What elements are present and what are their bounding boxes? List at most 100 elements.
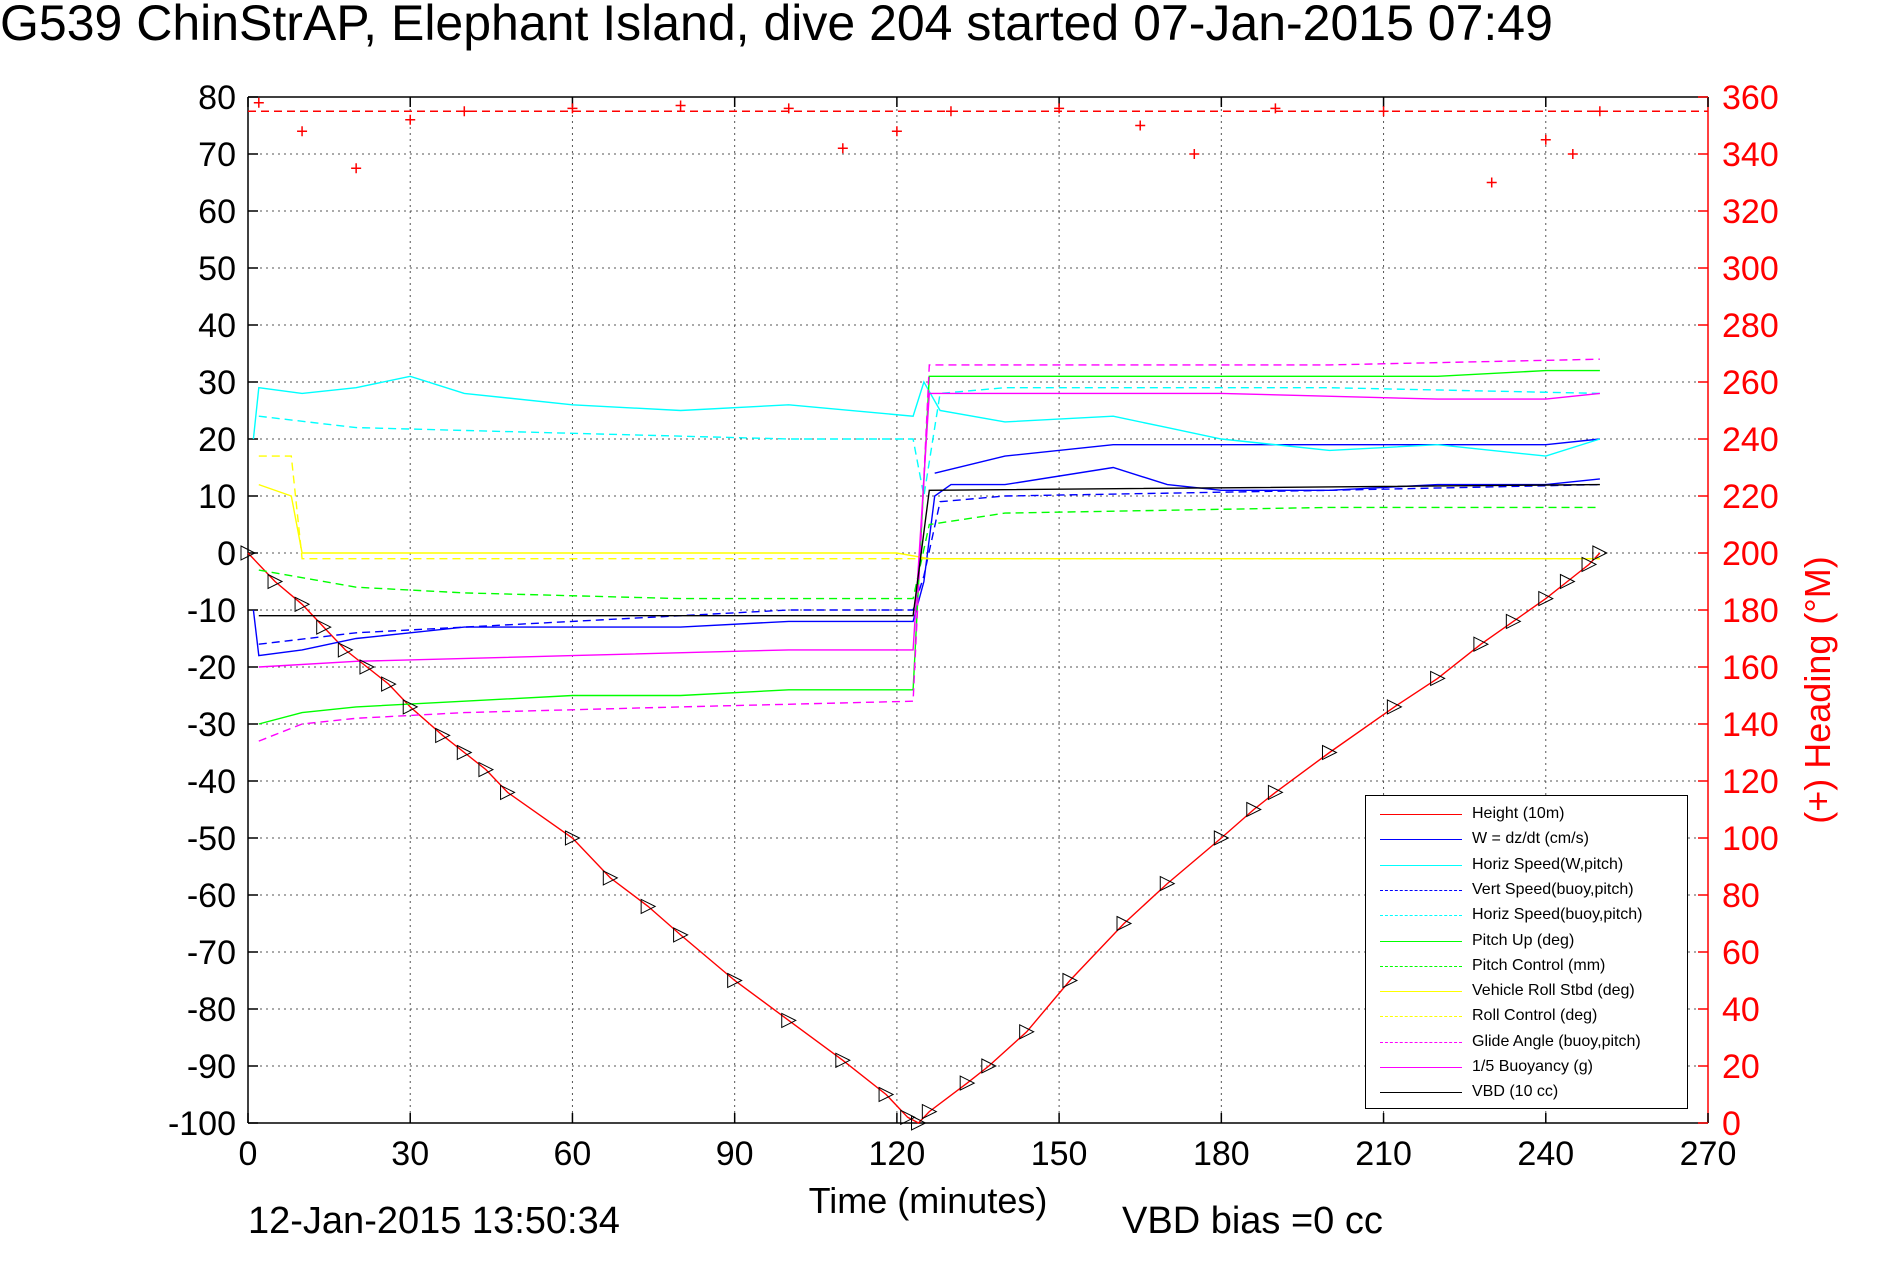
legend-swatch <box>1380 814 1462 815</box>
y2-tick-label: 40 <box>1722 991 1760 1029</box>
depth-marker <box>1267 784 1284 801</box>
depth-marker <box>1592 545 1608 561</box>
y2-tick-label: 80 <box>1722 877 1760 915</box>
series-line-vehicle-roll-stbd-deg <box>258 483 1600 560</box>
series-line-pitch-control-mm <box>258 506 1600 600</box>
y-tick-label: 80 <box>198 79 236 117</box>
series-line-vert-speed-buoy-pitch <box>258 483 1600 645</box>
heading-point <box>567 103 578 114</box>
depth-marker <box>294 596 311 613</box>
depth-marker <box>500 784 516 801</box>
depth-marker <box>602 870 619 886</box>
y2-tick-label: 260 <box>1722 364 1779 402</box>
legend-swatch <box>1380 1067 1462 1068</box>
legend-swatch <box>1380 1016 1462 1018</box>
heading-point <box>1486 177 1497 188</box>
y-tick-label: -70 <box>187 934 236 972</box>
depth-marker <box>381 676 397 692</box>
y-tick-label: -90 <box>187 1048 236 1086</box>
depth-marker <box>640 898 657 915</box>
legend-item: VBD (10 cc) <box>1366 1080 1687 1105</box>
depth-marker <box>1062 972 1079 989</box>
depth-marker <box>240 545 257 561</box>
heading-point <box>837 143 848 154</box>
x-tick-label: 210 <box>1355 1135 1412 1173</box>
y2-tick-label: 240 <box>1722 421 1779 459</box>
y-tick-label: -50 <box>187 820 236 858</box>
y-tick-label: -40 <box>187 763 236 801</box>
legend-item: Vehicle Roll Stbd (deg) <box>1366 979 1687 1004</box>
y-tick-label: -100 <box>168 1105 236 1143</box>
depth-marker <box>1321 744 1338 761</box>
chart-title: G539 ChinStrAP, Elephant Island, dive 20… <box>0 0 1553 51</box>
legend-item: Vert Speed(buoy,pitch) <box>1366 878 1687 903</box>
y2-tick-label: 180 <box>1722 592 1779 630</box>
series-line-1-5-buoyancy-g <box>258 392 1600 668</box>
legend-label: 1/5 Buoyancy (g) <box>1472 1058 1593 1075</box>
legend-label: Vehicle Roll Stbd (deg) <box>1472 982 1635 1000</box>
depth-marker <box>835 1052 851 1069</box>
vbd-bias-label: VBD bias =0 cc <box>1122 1200 1383 1242</box>
depth-marker <box>1473 636 1490 653</box>
legend-label: Glide Angle (buoy,pitch) <box>1472 1032 1641 1050</box>
x-tick-label: 90 <box>716 1135 754 1173</box>
y-tick-label: 40 <box>198 307 236 345</box>
y2-tick-label: 0 <box>1722 1105 1741 1143</box>
heading-point <box>1378 106 1389 117</box>
legend-item: Height (10m) <box>1366 802 1687 827</box>
y2-tick-label: 220 <box>1722 478 1779 516</box>
legend-swatch <box>1380 839 1462 841</box>
depth-marker <box>1159 875 1176 892</box>
legend-swatch <box>1380 1092 1462 1094</box>
x-tick-label: 270 <box>1680 1135 1737 1173</box>
legend-label: Horiz Speed(buoy,pitch) <box>1472 906 1643 924</box>
heading-point <box>1594 106 1605 117</box>
legend-label: VBD (10 cc) <box>1472 1083 1559 1101</box>
y-tick-label: -30 <box>187 706 236 744</box>
depth-marker <box>1246 801 1262 818</box>
series-line-horiz-speed-buoy-pitch <box>258 387 1600 497</box>
y2-tick-label: 340 <box>1722 136 1779 174</box>
depth-marker <box>900 1109 916 1126</box>
heading-point <box>253 97 264 108</box>
depth-marker <box>1213 830 1230 846</box>
legend-swatch <box>1380 915 1462 917</box>
depth-marker <box>1386 699 1403 715</box>
legend-item: Pitch Up (deg) <box>1366 929 1687 954</box>
y2-tick-label: 200 <box>1722 535 1779 573</box>
y2-tick-label: 300 <box>1722 250 1779 288</box>
heading-point <box>945 106 956 117</box>
x-tick-label: 30 <box>391 1135 429 1173</box>
depth-marker <box>478 761 495 778</box>
depth-marker <box>316 619 332 635</box>
y2-axis-label: (+) Heading (°M) <box>1797 556 1838 823</box>
depth-marker <box>673 927 689 943</box>
y2-tick-label: 60 <box>1722 934 1760 972</box>
legend-swatch <box>1380 1041 1462 1043</box>
y2-tick-label: 320 <box>1722 193 1779 231</box>
heading-point <box>783 103 794 114</box>
series-line-vbd-10-cc <box>258 483 1600 617</box>
series-line-pitch-up-deg <box>258 369 1600 725</box>
legend-swatch <box>1380 864 1462 866</box>
y2-tick-label: 20 <box>1722 1048 1760 1086</box>
depth-marker <box>337 642 354 658</box>
depth-marker <box>1538 590 1554 607</box>
x-tick-label: 150 <box>1031 1135 1088 1173</box>
plot-timestamp: 12-Jan-2015 13:50:34 <box>248 1200 620 1242</box>
series-line-roll-control-deg <box>258 455 1600 560</box>
legend-item: Horiz Speed(buoy,pitch) <box>1366 903 1687 928</box>
depth-marker <box>1505 613 1522 630</box>
legend-label: Pitch Up (deg) <box>1472 931 1575 949</box>
y-tick-label: 60 <box>198 193 236 231</box>
depth-marker <box>1116 915 1133 932</box>
x-tick-label: 60 <box>554 1135 592 1173</box>
y-tick-label: 50 <box>198 250 236 288</box>
depth-marker <box>921 1103 938 1120</box>
depth-marker <box>981 1058 997 1074</box>
legend-label: Horiz Speed(W,pitch) <box>1472 855 1624 873</box>
legend-item: 1/5 Buoyancy (g) <box>1366 1055 1687 1080</box>
y-tick-label: -60 <box>187 877 236 915</box>
heading-point <box>1135 120 1146 131</box>
